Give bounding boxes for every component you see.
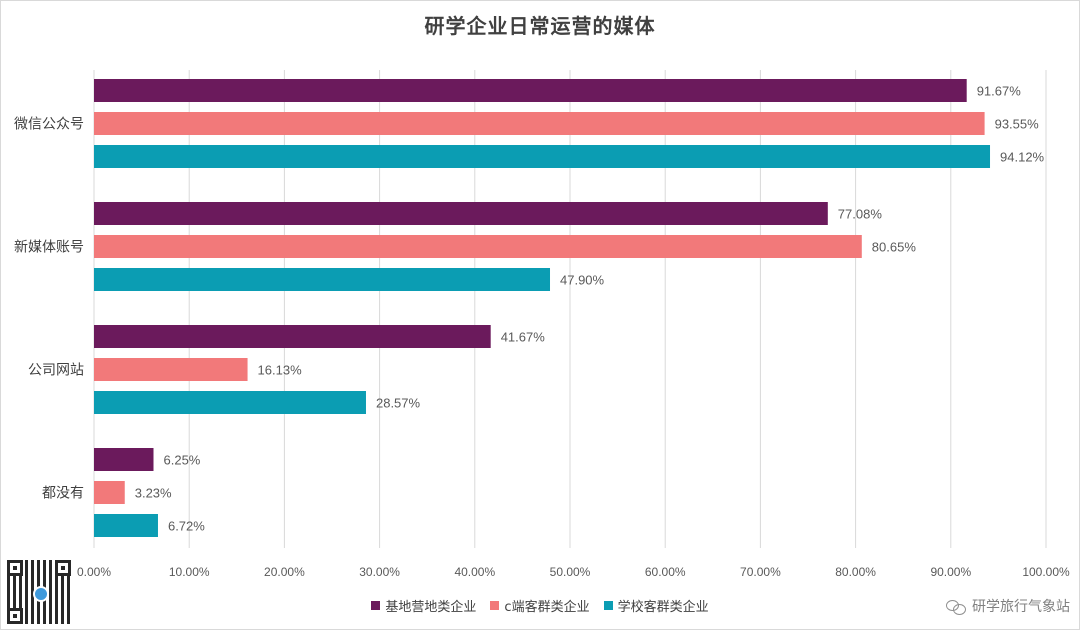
category-label: 微信公众号	[14, 117, 84, 133]
qr-finder-bottom-left	[7, 608, 23, 624]
x-tick-label: 100.00%	[1022, 565, 1070, 579]
bar[interactable]	[94, 202, 828, 225]
bar[interactable]	[94, 145, 991, 168]
x-tick-label: 50.00%	[550, 565, 591, 579]
legend-item-series-1[interactable]: 基地营地类企业	[371, 596, 476, 615]
legend-label-series-2: c端客群类企业	[504, 600, 590, 615]
bar-data-label: 28.57%	[376, 396, 421, 411]
x-tick-label: 70.00%	[740, 565, 781, 579]
bar-data-label: 3.23%	[135, 486, 172, 501]
x-tick-label: 60.00%	[645, 565, 686, 579]
legend-swatch-series-3	[603, 601, 613, 610]
bar-data-label: 47.90%	[560, 273, 605, 288]
bar-data-label: 41.67%	[501, 330, 546, 345]
bar[interactable]	[94, 358, 248, 381]
bar[interactable]	[94, 268, 551, 291]
bar[interactable]	[94, 391, 366, 414]
legend-label-series-3: 学校客群类企业	[617, 600, 709, 615]
x-tick-label: 30.00%	[359, 565, 400, 579]
category-label: 都没有	[42, 486, 84, 502]
legend-swatch-series-2	[490, 601, 500, 610]
qr-finder-top-left	[7, 560, 23, 576]
bar[interactable]	[94, 325, 491, 348]
bar-data-label: 16.13%	[258, 363, 303, 378]
bar-data-label: 80.65%	[872, 240, 917, 255]
legend-item-series-3[interactable]: 学校客群类企业	[603, 596, 709, 615]
x-tick-label: 40.00%	[454, 565, 495, 579]
bar[interactable]	[94, 448, 154, 471]
x-tick-label: 0.00%	[77, 565, 111, 579]
x-tick-label: 20.00%	[264, 565, 305, 579]
bar[interactable]	[94, 514, 158, 537]
watermark-text: 研学旅行气象站	[972, 599, 1070, 615]
bar-data-label: 77.08%	[838, 207, 883, 222]
bar[interactable]	[94, 481, 125, 504]
watermark: 研学旅行气象站	[946, 596, 1070, 616]
x-tick-label: 90.00%	[930, 565, 971, 579]
chart-title: 研学企业日常运营的媒体	[424, 14, 656, 38]
bar-data-label: 93.55%	[995, 117, 1040, 132]
bar-data-label: 94.12%	[1000, 150, 1045, 165]
chart-plot: 91.67% 93.55% 94.12% 77.08% 80.65% 47.90% 41.6…	[14, 70, 1070, 579]
qr-center-logo	[33, 586, 49, 602]
qr-code-icon	[7, 560, 71, 624]
wechat-icon	[946, 598, 966, 615]
legend-swatch-series-1	[371, 601, 381, 610]
legend-label-series-1: 基地营地类企业	[385, 600, 477, 615]
bar-data-label: 91.67%	[977, 84, 1022, 99]
x-tick-label: 10.00%	[169, 565, 210, 579]
chart-legend: 基地营地类企业 c端客群类企业 学校客群类企业	[0, 596, 1080, 615]
bar[interactable]	[94, 112, 985, 135]
category-label: 新媒体账号	[14, 240, 84, 256]
bar-data-label: 6.25%	[164, 453, 201, 468]
bar[interactable]	[94, 235, 862, 258]
category-label: 公司网站	[28, 363, 84, 379]
legend-item-series-2[interactable]: c端客群类企业	[490, 596, 590, 615]
bar-data-label: 6.72%	[168, 519, 205, 534]
bar[interactable]	[94, 79, 967, 102]
qr-finder-top-right	[55, 560, 71, 576]
x-tick-label: 80.00%	[835, 565, 876, 579]
